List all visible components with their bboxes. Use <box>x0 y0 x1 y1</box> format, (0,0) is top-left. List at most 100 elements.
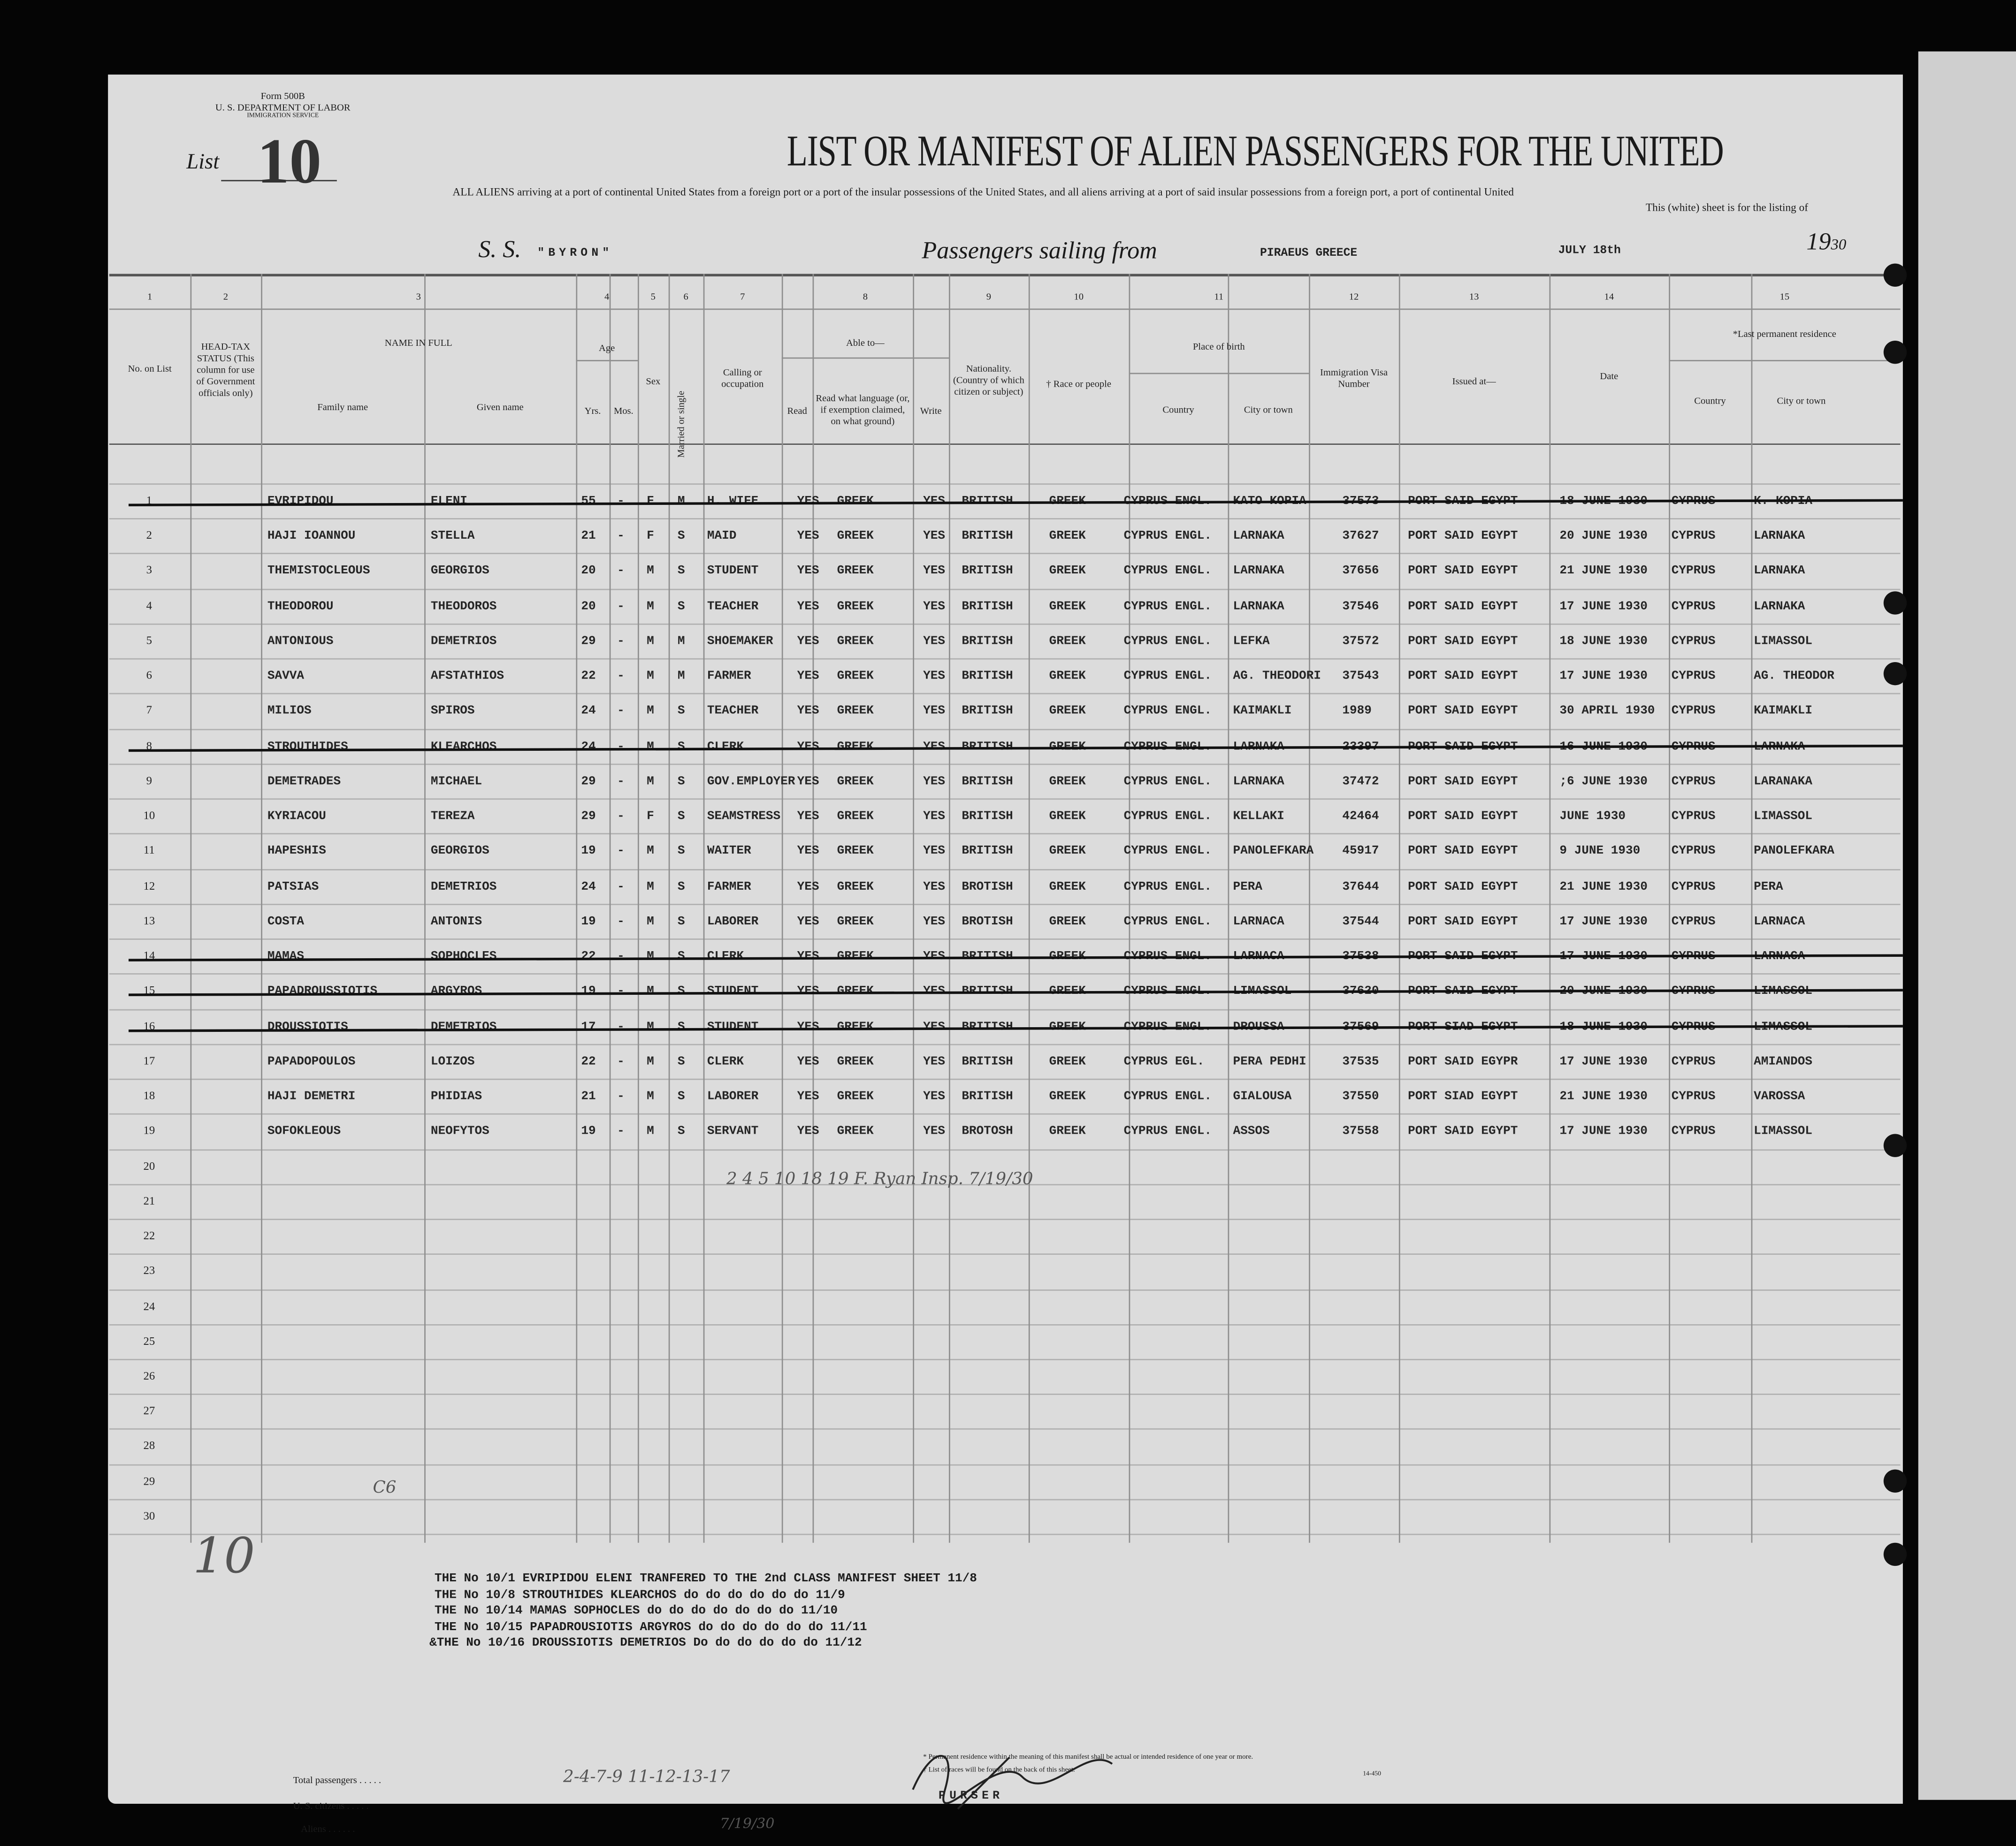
issued-at: PORT SAID EGYPT <box>1408 774 1518 788</box>
can-write: YES <box>923 878 946 893</box>
residence-city: LARNAKA <box>1754 564 1805 578</box>
age-years: 29 <box>581 809 596 823</box>
given-name: ANTONIS <box>430 914 482 928</box>
can-write: YES <box>923 633 946 648</box>
row-rule <box>109 483 1901 485</box>
row-rule <box>109 1078 1901 1080</box>
occupation: STUDENT <box>707 984 759 999</box>
residence-city: LIMASSOL <box>1754 1124 1813 1138</box>
given-name: DEMETRIOS <box>430 878 497 893</box>
birth-country: CYPRUS EGL. <box>1123 1054 1205 1068</box>
race: GREEK <box>1049 878 1086 893</box>
family-name: THEMISTOCLEOUS <box>267 564 370 578</box>
binder-hole <box>1883 341 1907 364</box>
occupation: SEAMSTRESS <box>707 809 781 823</box>
can-read: YES <box>797 1124 819 1138</box>
sex: M <box>647 669 654 683</box>
place-of-birth-header: Place of birth <box>1192 341 1245 352</box>
marital-status: S <box>677 598 685 613</box>
row-rule <box>109 1394 1901 1396</box>
purser-label: PURSER <box>939 1789 1004 1803</box>
column-number: 6 <box>683 290 688 302</box>
birth-country: CYPRUS ENGL. <box>1123 1124 1212 1138</box>
us-citizens-label: U. S. citizens . . . . . <box>293 1800 369 1812</box>
race: GREEK <box>1049 528 1086 543</box>
nationality: BROTISH <box>962 878 1013 893</box>
list-number: 10 <box>257 124 321 197</box>
age-months: - <box>617 774 625 788</box>
race: GREEK <box>1049 1089 1086 1103</box>
given-name: STELLA <box>430 528 475 543</box>
age-years: 29 <box>581 774 596 788</box>
residence-city: KAIMAKLI <box>1754 703 1813 718</box>
age-months: - <box>617 949 625 963</box>
row-rule <box>109 1219 1901 1220</box>
marital-status: M <box>677 633 685 648</box>
issued-at: PORT SAID EGYPT <box>1408 1124 1518 1138</box>
can-write: YES <box>923 809 946 823</box>
given-name: LOIZOS <box>430 1054 475 1068</box>
can-read: YES <box>797 669 819 683</box>
age-years: 22 <box>581 949 596 963</box>
given-name: SPIROS <box>430 703 475 718</box>
residence-city: LARNAKA <box>1754 528 1805 543</box>
column-rule <box>1309 274 1310 1543</box>
occupation: CLERK <box>707 949 744 963</box>
issued-at: PORT SAID EGYPT <box>1408 598 1518 613</box>
row-number: 29 <box>143 1474 155 1487</box>
residence-city: PERA <box>1754 878 1783 893</box>
issue-date: JUNE 1930 <box>1559 809 1626 823</box>
no-on-list-header: No. on List <box>128 362 172 374</box>
row-number: 17 <box>143 1054 155 1067</box>
issued-at: PORT SAID EGYPT <box>1408 914 1518 928</box>
row-number: 3 <box>146 564 152 577</box>
column-number: 3 <box>416 290 421 302</box>
age-years: 24 <box>581 739 596 753</box>
birth-country: CYPRUS ENGL. <box>1123 1019 1212 1033</box>
race: GREEK <box>1049 598 1086 613</box>
family-name: KYRIACOU <box>267 809 326 823</box>
issue-date: 17 JUNE 1930 <box>1559 914 1648 928</box>
residence-country: CYPRUS <box>1671 564 1716 578</box>
column-number: 8 <box>863 290 868 302</box>
age-months: - <box>617 1019 625 1033</box>
column-rule <box>1751 274 1753 1543</box>
age-header: Age <box>599 342 615 354</box>
birth-city: LARNAKA <box>1233 528 1284 543</box>
row-number: 27 <box>143 1404 155 1417</box>
residence-city: LARANAKA <box>1754 774 1813 788</box>
nationality: BRITISH <box>962 774 1013 788</box>
nationality: BRITISH <box>962 1089 1013 1103</box>
can-write: YES <box>923 564 946 578</box>
row-number: 28 <box>143 1439 155 1452</box>
visa-number: 37472 <box>1342 774 1379 788</box>
sex: F <box>647 528 654 543</box>
language: GREEK <box>837 1019 874 1033</box>
marital-status: S <box>677 809 685 823</box>
subheader-rule <box>1129 373 1309 374</box>
residence-country: CYPRUS <box>1671 914 1716 928</box>
occupation: SERVANT <box>707 1124 759 1138</box>
residence-country: CYPRUS <box>1671 1089 1716 1103</box>
age-months: - <box>617 878 625 893</box>
sailing-date: JULY 18th <box>1558 244 1621 257</box>
row-rule <box>109 658 1901 660</box>
column-rule <box>424 274 426 1543</box>
can-write: YES <box>923 1089 946 1103</box>
birth-city: DROUSSA <box>1233 1019 1284 1033</box>
issued-at-header: Issued at— <box>1452 375 1496 387</box>
issue-date: 21 JUNE 1930 <box>1559 564 1648 578</box>
visa-number-header: Immigration Visa Number <box>1320 366 1388 390</box>
age-years: 17 <box>581 1019 596 1033</box>
race: GREEK <box>1049 1124 1086 1138</box>
issue-date: 17 JUNE 1930 <box>1559 1124 1648 1138</box>
row-rule <box>109 1289 1901 1290</box>
nationality: BRITISH <box>962 739 1013 753</box>
column-number: 15 <box>1779 290 1790 302</box>
residence-country: CYPRUS <box>1671 669 1716 683</box>
nationality: BRITISH <box>962 809 1013 823</box>
birth-country: CYPRUS ENGL. <box>1123 878 1212 893</box>
birth-country: CYPRUS ENGL. <box>1123 774 1212 788</box>
sex: F <box>647 494 654 508</box>
sailing-label: Passengers sailing from <box>922 237 1157 265</box>
